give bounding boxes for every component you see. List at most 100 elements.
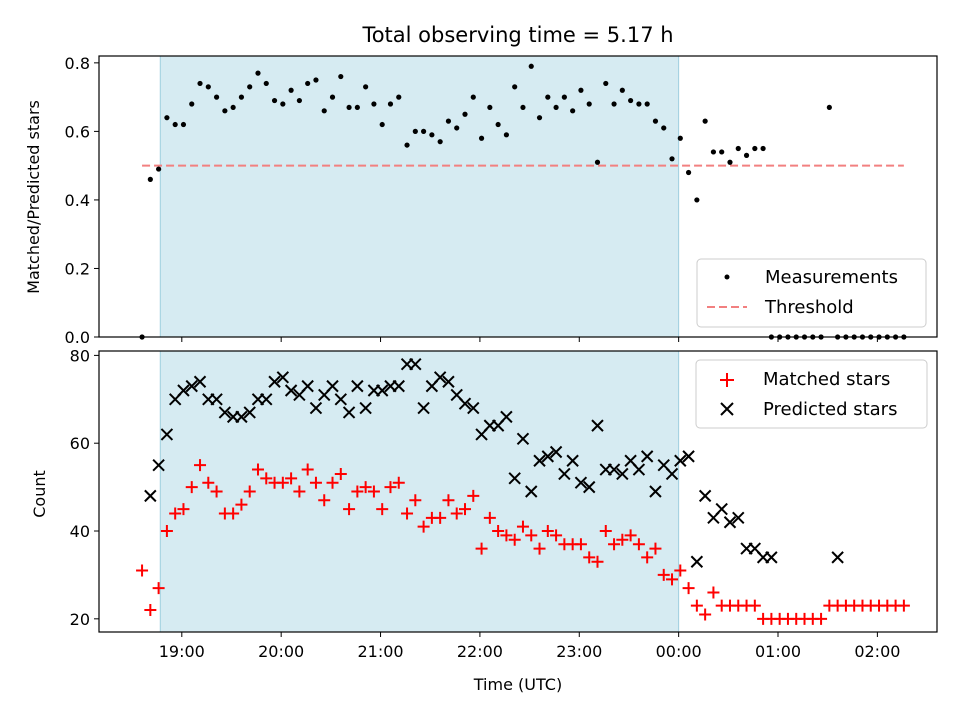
- measurement-point: [594, 159, 601, 165]
- measurement-point: [512, 84, 518, 90]
- predicted-star-point: [342, 406, 356, 419]
- top-legend-box: [696, 258, 927, 328]
- predicted-star-point: [549, 445, 563, 459]
- measurement-point: [263, 80, 269, 87]
- measurement-point: [487, 104, 493, 111]
- measurement-point: [677, 135, 683, 141]
- measurement-point: [313, 77, 319, 83]
- x-tick-label: 02:00: [854, 642, 900, 661]
- matched-star-point: [434, 511, 447, 524]
- measurement-point: [702, 118, 708, 124]
- measurement-point: [760, 145, 766, 152]
- matched-star-point: [516, 520, 529, 533]
- predicted-star-point: [665, 467, 679, 481]
- predicted-star-point: [326, 379, 339, 393]
- matched-star-point: [591, 555, 604, 568]
- matched-star-point: [417, 520, 430, 533]
- x-tick-label: 22:00: [457, 642, 503, 661]
- predicted-star-point: [566, 454, 579, 467]
- matched-star-point: [525, 529, 538, 542]
- matched-star-point: [185, 481, 198, 494]
- matched-star-point: [459, 503, 472, 516]
- matched-star-point: [632, 538, 645, 551]
- bottom-legend: Matched stars Predicted stars: [695, 359, 928, 429]
- predicted-star-point: [508, 472, 521, 485]
- measurement-point: [636, 101, 642, 107]
- measurement-point: [387, 101, 394, 107]
- matched-star-point: [508, 533, 521, 546]
- top-y-tick-label: 0.4: [65, 191, 90, 210]
- measurement-point: [743, 152, 750, 158]
- top-y-tick-label: 0.2: [65, 259, 90, 278]
- predicted-star-point: [732, 511, 745, 525]
- matched-star-point: [318, 494, 331, 507]
- matched-star-point: [177, 503, 190, 516]
- matched-star-point: [309, 476, 322, 489]
- predicted-star-point: [583, 480, 596, 494]
- measurement-point: [305, 80, 311, 87]
- measurement-point: [454, 125, 460, 131]
- measurement-point: [238, 94, 245, 100]
- predicted-star-point: [674, 454, 687, 467]
- measurement-point: [727, 159, 733, 165]
- top-ylabel: Matched/Predicted stars: [24, 100, 43, 294]
- matched-star-point: [599, 525, 612, 538]
- matched-star-point: [285, 472, 298, 485]
- top-y-tick-label: 0.8: [65, 54, 90, 73]
- predicted-star-point: [309, 401, 323, 415]
- measurement-point: [611, 101, 617, 107]
- predicted-star-point: [218, 406, 232, 419]
- measurement-point: [545, 94, 551, 100]
- predicted-star-point: [152, 458, 165, 472]
- measurement-point: [230, 104, 236, 111]
- predicted-star-point: [682, 450, 695, 463]
- predicted-star-point: [243, 406, 256, 419]
- predicted-star-point: [193, 375, 207, 388]
- matched-star-point: [450, 507, 463, 520]
- observing-window: [160, 351, 679, 632]
- matched-star-point: [674, 564, 687, 577]
- matched-star-point: [500, 529, 513, 542]
- measurement-point: [719, 149, 725, 155]
- measurement-point: [197, 80, 203, 87]
- predicted-star-point: [160, 428, 174, 441]
- matched-star-point: [624, 529, 637, 542]
- matched-star-point: [748, 599, 761, 612]
- measurement-point: [619, 87, 625, 93]
- measurement-point: [421, 128, 427, 134]
- matched-star-point: [251, 463, 264, 476]
- matched-star-point: [210, 485, 223, 498]
- measurement-point: [570, 108, 576, 114]
- predicted-star-point: [574, 476, 588, 489]
- measurement-point: [826, 104, 832, 111]
- predicted-star-point: [715, 502, 728, 516]
- measurement-point: [164, 115, 170, 121]
- matched-star-point: [401, 507, 414, 520]
- matched-star-point: [690, 599, 703, 612]
- top-y-tick-label: 0.0: [65, 328, 90, 347]
- matched-star-point: [707, 586, 720, 599]
- top-plot-frame: [98, 55, 938, 338]
- predicted-star-point: [334, 393, 348, 406]
- matched-star-point: [276, 476, 289, 489]
- measurement-point: [710, 149, 717, 155]
- measurement-point: [412, 128, 418, 134]
- predicted-star-point: [301, 379, 314, 393]
- matched-star-point: [467, 489, 480, 502]
- measurement-point: [156, 166, 162, 172]
- measurement-point: [478, 135, 485, 141]
- measurement-point: [247, 84, 253, 90]
- chart-title: Total observing time = 5.17 h: [361, 23, 673, 47]
- measurement-point: [404, 142, 410, 148]
- predicted-star-point: [533, 454, 546, 467]
- measurement-point: [338, 73, 344, 80]
- predicted-star-point: [409, 357, 422, 371]
- matched-star-point: [409, 494, 422, 507]
- bottom-y-tick-label: 60: [70, 434, 90, 453]
- predicted-star-point: [632, 463, 646, 476]
- matched-star-point: [326, 476, 339, 489]
- measurement-point: [652, 118, 659, 124]
- x-tick-label: 01:00: [755, 642, 801, 661]
- measurement-point: [321, 108, 327, 114]
- measurement-point: [694, 197, 700, 203]
